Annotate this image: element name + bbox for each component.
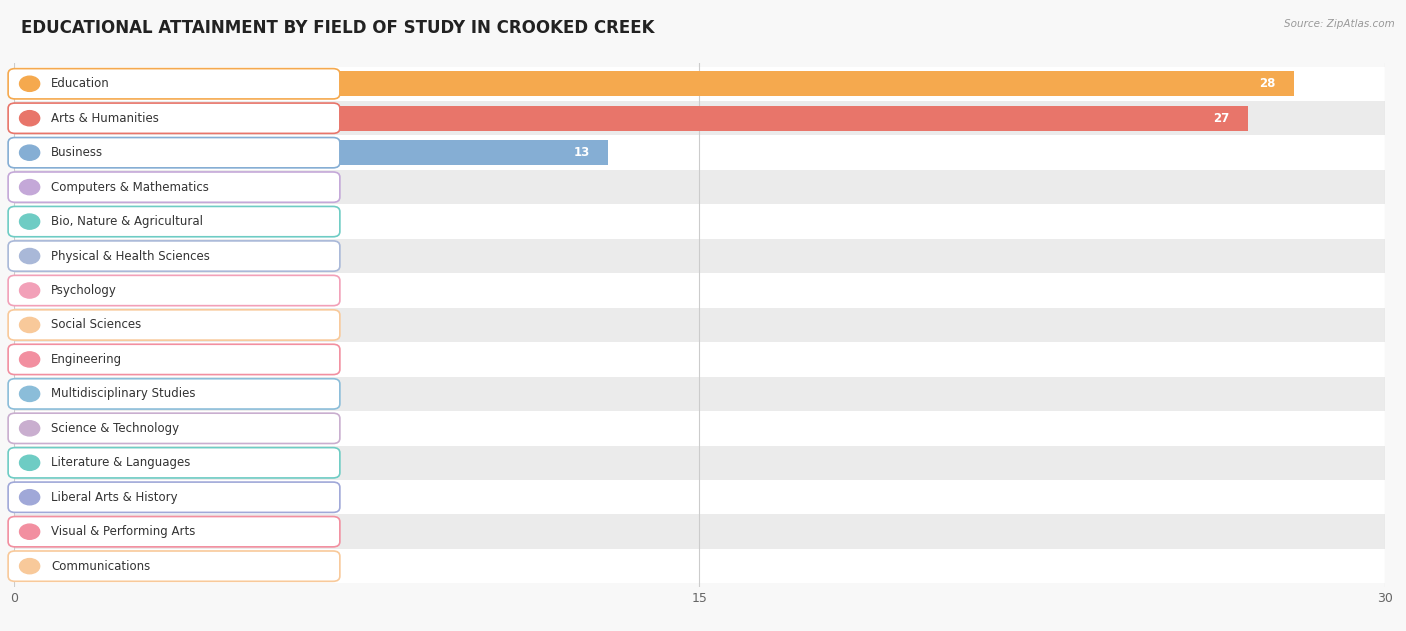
Bar — [14, 106, 1249, 131]
Text: Arts & Humanities: Arts & Humanities — [51, 112, 159, 125]
Bar — [14, 204, 1385, 239]
FancyBboxPatch shape — [8, 206, 340, 237]
Text: Bio, Nature & Agricultural: Bio, Nature & Agricultural — [51, 215, 202, 228]
Bar — [14, 239, 1385, 273]
Circle shape — [20, 76, 39, 91]
Circle shape — [20, 180, 39, 195]
FancyBboxPatch shape — [8, 482, 340, 512]
Bar — [14, 136, 1385, 170]
Text: 0: 0 — [35, 525, 42, 538]
Text: 28: 28 — [1258, 77, 1275, 90]
Bar — [14, 445, 1385, 480]
Bar — [14, 170, 1385, 204]
Circle shape — [20, 352, 39, 367]
Text: 0: 0 — [35, 319, 42, 331]
Text: 0: 0 — [35, 353, 42, 366]
FancyBboxPatch shape — [8, 379, 340, 409]
Bar — [14, 273, 1385, 308]
Circle shape — [20, 214, 39, 229]
Text: 0: 0 — [35, 180, 42, 194]
Text: Computers & Mathematics: Computers & Mathematics — [51, 180, 209, 194]
Bar — [14, 480, 1385, 514]
Bar — [14, 411, 1385, 445]
FancyBboxPatch shape — [8, 517, 340, 547]
Bar — [14, 342, 1385, 377]
Text: 0: 0 — [35, 215, 42, 228]
FancyBboxPatch shape — [8, 551, 340, 581]
Text: Literature & Languages: Literature & Languages — [51, 456, 190, 469]
Text: Physical & Health Sciences: Physical & Health Sciences — [51, 249, 209, 262]
Circle shape — [20, 145, 39, 160]
Circle shape — [20, 317, 39, 333]
FancyBboxPatch shape — [8, 413, 340, 444]
Circle shape — [20, 455, 39, 470]
Circle shape — [20, 386, 39, 401]
FancyBboxPatch shape — [8, 447, 340, 478]
Circle shape — [20, 558, 39, 574]
Text: Business: Business — [51, 146, 103, 159]
FancyBboxPatch shape — [8, 241, 340, 271]
Text: 0: 0 — [35, 456, 42, 469]
Text: Multidisciplinary Studies: Multidisciplinary Studies — [51, 387, 195, 401]
Text: 13: 13 — [574, 146, 591, 159]
Bar — [14, 66, 1385, 101]
Text: 27: 27 — [1213, 112, 1230, 125]
Circle shape — [20, 524, 39, 540]
Text: Engineering: Engineering — [51, 353, 122, 366]
Text: 0: 0 — [35, 387, 42, 401]
Bar — [14, 101, 1385, 136]
Bar — [14, 71, 1294, 96]
Text: 0: 0 — [35, 422, 42, 435]
Text: EDUCATIONAL ATTAINMENT BY FIELD OF STUDY IN CROOKED CREEK: EDUCATIONAL ATTAINMENT BY FIELD OF STUDY… — [21, 19, 655, 37]
Circle shape — [20, 421, 39, 436]
Text: 0: 0 — [35, 560, 42, 573]
FancyBboxPatch shape — [8, 69, 340, 99]
FancyBboxPatch shape — [8, 172, 340, 203]
Text: Source: ZipAtlas.com: Source: ZipAtlas.com — [1284, 19, 1395, 29]
FancyBboxPatch shape — [8, 310, 340, 340]
Text: 0: 0 — [35, 249, 42, 262]
Bar — [14, 514, 1385, 549]
Bar — [14, 308, 1385, 342]
Circle shape — [20, 249, 39, 264]
FancyBboxPatch shape — [8, 138, 340, 168]
Text: 0: 0 — [35, 284, 42, 297]
FancyBboxPatch shape — [8, 345, 340, 375]
Circle shape — [20, 283, 39, 298]
Circle shape — [20, 490, 39, 505]
Bar — [14, 377, 1385, 411]
Text: Psychology: Psychology — [51, 284, 117, 297]
Text: Social Sciences: Social Sciences — [51, 319, 142, 331]
Text: Communications: Communications — [51, 560, 150, 573]
Text: 0: 0 — [35, 491, 42, 504]
Bar — [14, 140, 609, 165]
Circle shape — [20, 110, 39, 126]
Bar — [14, 549, 1385, 584]
Text: Liberal Arts & History: Liberal Arts & History — [51, 491, 177, 504]
Text: Visual & Performing Arts: Visual & Performing Arts — [51, 525, 195, 538]
FancyBboxPatch shape — [8, 275, 340, 305]
Text: Science & Technology: Science & Technology — [51, 422, 179, 435]
FancyBboxPatch shape — [8, 103, 340, 133]
Text: Education: Education — [51, 77, 110, 90]
